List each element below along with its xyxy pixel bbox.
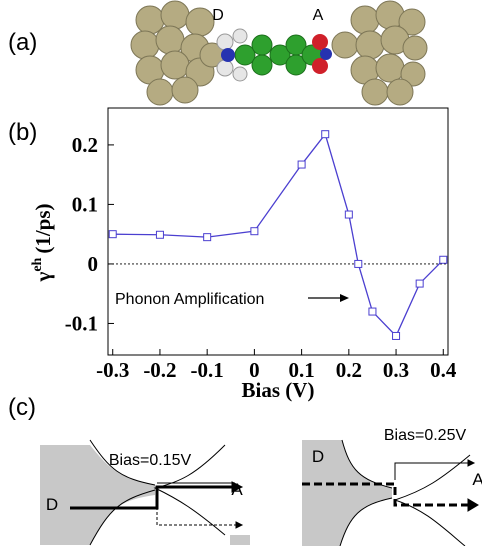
annotation-arrowhead bbox=[340, 294, 349, 302]
diagram-left: D bbox=[312, 447, 324, 466]
nitrogen-atom bbox=[221, 48, 235, 62]
annotation: Phonon Amplification bbox=[115, 291, 264, 308]
panel-label: (c) bbox=[8, 394, 36, 421]
y-axis-symbol: γ bbox=[31, 272, 55, 283]
data-marker bbox=[251, 228, 258, 235]
data-marker bbox=[355, 260, 362, 267]
y-axis-superscript: eh bbox=[30, 257, 45, 271]
data-marker bbox=[369, 308, 376, 315]
acceptor-label: A bbox=[313, 7, 324, 24]
diagram-label: Bias=0.15V bbox=[109, 452, 192, 469]
data-marker bbox=[156, 231, 163, 238]
data-marker bbox=[109, 231, 116, 238]
donor-label: D bbox=[212, 7, 224, 24]
x-tick-label: 0.2 bbox=[336, 358, 362, 382]
panel-label: (a) bbox=[8, 29, 37, 56]
y-tick-label: 0 bbox=[88, 252, 99, 276]
diagram-left: D bbox=[46, 495, 58, 514]
data-marker bbox=[345, 211, 352, 218]
data-marker bbox=[298, 161, 305, 168]
energy-diagram bbox=[302, 440, 478, 546]
diagram-label: Bias=0.25V bbox=[384, 427, 467, 444]
x-tick-label: -0.3 bbox=[96, 358, 129, 382]
x-tick-label: 0.4 bbox=[430, 358, 457, 382]
diagram-right: A bbox=[472, 470, 482, 489]
figure: (a) D A (b) -0.100.10.2-0.3-0.2-0.100.10… bbox=[0, 0, 482, 546]
x-tick-label: -0.1 bbox=[191, 358, 224, 382]
data-marker bbox=[416, 280, 423, 287]
y-tick-label: 0.2 bbox=[72, 133, 98, 157]
x-axis-label: Bias (V) bbox=[242, 378, 315, 402]
y-axis-unit: (1/ps) bbox=[31, 203, 55, 253]
diagram-right: A bbox=[231, 480, 243, 499]
data-marker bbox=[440, 256, 447, 263]
y-tick-label: -0.1 bbox=[65, 311, 98, 335]
data-marker bbox=[393, 332, 400, 339]
molecule-image bbox=[131, 1, 427, 105]
panel-label: (b) bbox=[8, 119, 37, 146]
data-marker bbox=[204, 234, 211, 241]
x-tick-label: -0.2 bbox=[143, 358, 176, 382]
x-tick-label: 0.3 bbox=[383, 358, 409, 382]
y-axis-label: γeh (1/ps) bbox=[30, 203, 55, 282]
data-marker bbox=[322, 131, 329, 138]
y-tick-label: 0.1 bbox=[72, 192, 98, 216]
